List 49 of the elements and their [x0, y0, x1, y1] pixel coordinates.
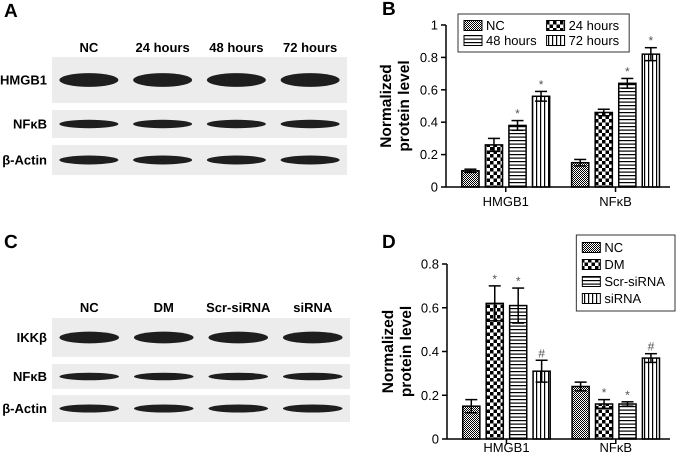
data-label: * [516, 274, 521, 288]
category-label: NC [79, 40, 99, 55]
y-tick-label: 0.2 [420, 388, 439, 403]
data-label: * [625, 388, 630, 402]
y-axis-title: Normalized protein level [378, 60, 413, 152]
category-label: NFκB [13, 369, 47, 384]
data-label: * [492, 272, 498, 286]
category-label: NC [80, 300, 100, 315]
category-label: 24 hours [136, 40, 190, 55]
category-label: IKKβ [16, 330, 47, 345]
y-tick-label: 0 [430, 180, 438, 194]
legend-label: DM [604, 257, 625, 272]
data-label: * [602, 386, 607, 400]
data-label: # [648, 340, 655, 354]
legend-label: NC [486, 18, 505, 33]
legend-label: 72 hours [568, 33, 620, 48]
data-label: # [538, 346, 546, 360]
chart-title: D [382, 232, 396, 253]
data-label: * [538, 77, 544, 92]
text: C [4, 232, 18, 253]
text: A [4, 1, 18, 22]
data-label: * [648, 34, 654, 48]
y-tick-label: 1 [430, 18, 438, 32]
data-label: * [624, 64, 630, 78]
category-label: 72 hours [283, 40, 338, 55]
category-label: HMGB1 [0, 72, 47, 88]
legend-label: NC [604, 240, 624, 255]
y-tick-label: 0.6 [420, 300, 439, 316]
y-tick-label: 0.2 [420, 147, 438, 162]
legend-label: Scr-siRNA [604, 274, 666, 289]
chart-title: B [382, 0, 396, 20]
category-label: NFκB [13, 116, 47, 132]
y-tick-label: 0.8 [420, 50, 438, 65]
y-tick-label: 0.8 [420, 256, 439, 272]
legend-label: 24 hours [568, 18, 620, 33]
y-tick-label: 0.4 [420, 344, 439, 359]
data-label: * [515, 106, 520, 121]
y-tick-label: 0 [432, 432, 439, 446]
y-tick-label: 0.4 [420, 114, 438, 130]
category-label: β-Actin [2, 152, 47, 168]
category-label: Scr-siRNA [206, 300, 272, 315]
category-label: siRNA [293, 300, 333, 315]
y-axis-title: Normalized protein level [380, 306, 415, 398]
y-tick-label: 0.6 [420, 82, 438, 98]
category-label: DM [154, 300, 174, 315]
category-label: 48 hours [209, 40, 264, 55]
legend-label: 48 hours [486, 33, 538, 48]
legend-label: siRNA [604, 291, 642, 306]
category-label: β-Actin [2, 401, 47, 416]
